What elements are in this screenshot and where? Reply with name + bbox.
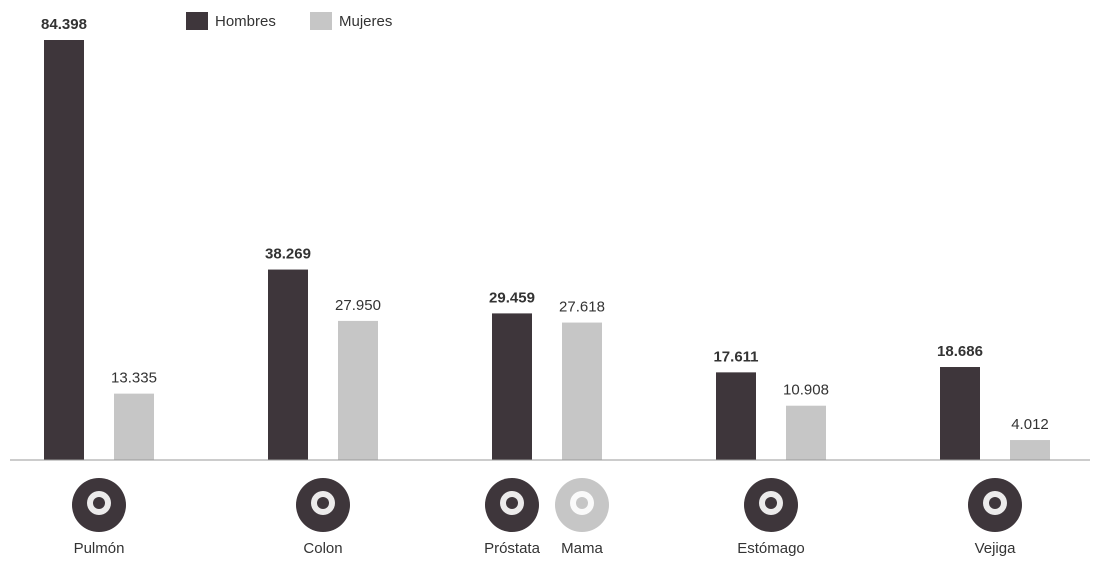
category-label: Mama: [561, 540, 603, 557]
bar: [268, 269, 308, 460]
category-label: Estómago: [737, 540, 805, 557]
organ-icon-detail: [317, 497, 329, 509]
organ-icon-detail: [506, 497, 518, 509]
bar: [338, 320, 378, 460]
organ-icon-detail: [93, 497, 105, 509]
legend-label: Mujeres: [339, 13, 392, 30]
category-label: Pulmón: [74, 540, 125, 557]
legend-swatch: [310, 12, 332, 30]
category-label: Vejiga: [975, 540, 1017, 557]
category-label: Colon: [303, 540, 342, 557]
legend-label: Hombres: [215, 13, 276, 30]
organ-icon-detail: [765, 497, 777, 509]
value-label: 29.459: [489, 289, 535, 306]
value-label: 38.269: [265, 246, 311, 263]
legend-swatch: [186, 12, 208, 30]
value-label: 84.398: [41, 16, 87, 33]
value-label: 4.012: [1011, 416, 1049, 433]
bar: [1010, 440, 1050, 460]
bar: [786, 405, 826, 460]
bar: [562, 322, 602, 460]
value-label: 10.908: [783, 382, 829, 399]
bar: [940, 367, 980, 460]
value-label: 13.335: [111, 370, 157, 387]
value-label: 17.611: [713, 348, 758, 365]
bar: [44, 40, 84, 460]
organ-icon-detail: [989, 497, 1001, 509]
organ-icon-detail: [576, 497, 588, 509]
value-label: 27.950: [335, 297, 381, 314]
category-label: Próstata: [484, 540, 541, 557]
bar: [716, 372, 756, 460]
bar: [492, 313, 532, 460]
value-label: 18.686: [937, 343, 983, 360]
bar: [114, 393, 154, 460]
value-label: 27.618: [559, 299, 605, 316]
